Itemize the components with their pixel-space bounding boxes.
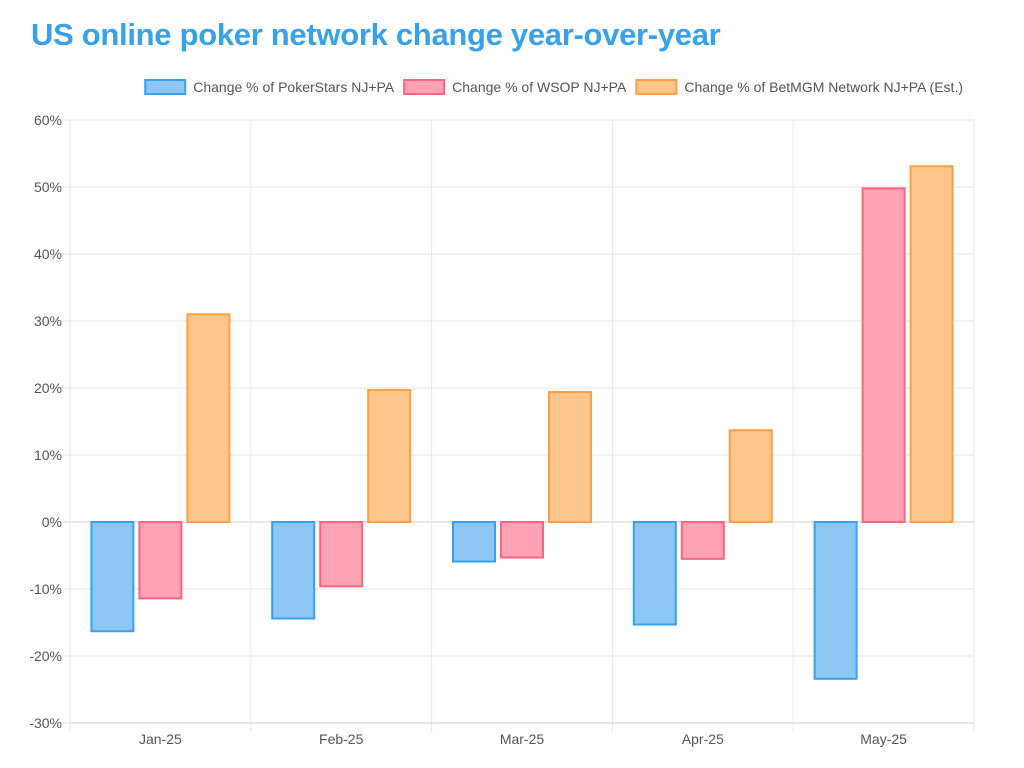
bar-series-2-mar-25 bbox=[500, 521, 544, 559]
x-tick-label: Jan-25 bbox=[139, 731, 182, 747]
legend-swatch bbox=[403, 79, 446, 95]
y-tick-label: 20% bbox=[34, 380, 62, 396]
bar-series-3-jan-25 bbox=[186, 313, 231, 523]
y-tick-label: 10% bbox=[34, 447, 62, 463]
y-tick-label: 50% bbox=[34, 179, 62, 195]
bar-series-2-jan-25 bbox=[138, 521, 183, 600]
legend-swatch bbox=[635, 79, 678, 95]
legend-label: Change % of WSOP NJ+PA bbox=[452, 79, 627, 95]
bar-series-2-apr-25 bbox=[680, 521, 725, 560]
legend-item: Change % of PokerStars NJ+PA bbox=[144, 79, 395, 95]
legend-label: Change % of BetMGM Network NJ+PA (Est.) bbox=[684, 79, 963, 95]
bar-series-1-mar-25 bbox=[452, 521, 496, 563]
bar-series-1-feb-25 bbox=[271, 521, 316, 620]
bar-series-3-feb-25 bbox=[367, 389, 412, 524]
x-axis: Jan-25 Feb-25 Mar-25 Apr-25 May-25 bbox=[139, 731, 907, 747]
bars bbox=[90, 165, 954, 680]
x-tick-label: May-25 bbox=[860, 731, 907, 747]
y-tick-label: 40% bbox=[34, 246, 62, 262]
legend-item: Change % of WSOP NJ+PA bbox=[403, 79, 627, 95]
x-tick-label: Apr-25 bbox=[682, 731, 724, 747]
bar-series-3-may-25 bbox=[909, 165, 954, 523]
y-tick-label: -20% bbox=[29, 648, 62, 664]
chart-title: US online poker network change year-over… bbox=[31, 17, 721, 52]
bar-series-1-jan-25 bbox=[90, 521, 135, 633]
y-tick-label: -30% bbox=[29, 715, 62, 731]
x-tick-label: Mar-25 bbox=[500, 731, 545, 747]
bar-series-2-feb-25 bbox=[319, 521, 364, 588]
bar-series-2-may-25 bbox=[861, 187, 906, 523]
legend-swatch bbox=[144, 79, 187, 95]
bar-series-1-may-25 bbox=[813, 521, 858, 680]
x-tick-label: Feb-25 bbox=[319, 731, 364, 747]
y-tick-label: 0% bbox=[42, 514, 62, 530]
bar-series-3-apr-25 bbox=[728, 429, 773, 523]
y-tick-label: -10% bbox=[29, 581, 62, 597]
legend: Change % of PokerStars NJ+PA Change % of … bbox=[144, 79, 963, 95]
y-tick-label: 30% bbox=[34, 313, 62, 329]
y-tick-label: 60% bbox=[34, 112, 62, 128]
gridlines bbox=[62, 119, 975, 731]
legend-label: Change % of PokerStars NJ+PA bbox=[193, 79, 395, 95]
y-axis: 60% 50% 40% 30% 20% 10% 0% -10% -20% -30% bbox=[29, 112, 62, 731]
bar-series-1-apr-25 bbox=[632, 521, 677, 626]
bar-series-3-mar-25 bbox=[548, 391, 592, 523]
legend-item: Change % of BetMGM Network NJ+PA (Est.) bbox=[635, 79, 963, 95]
